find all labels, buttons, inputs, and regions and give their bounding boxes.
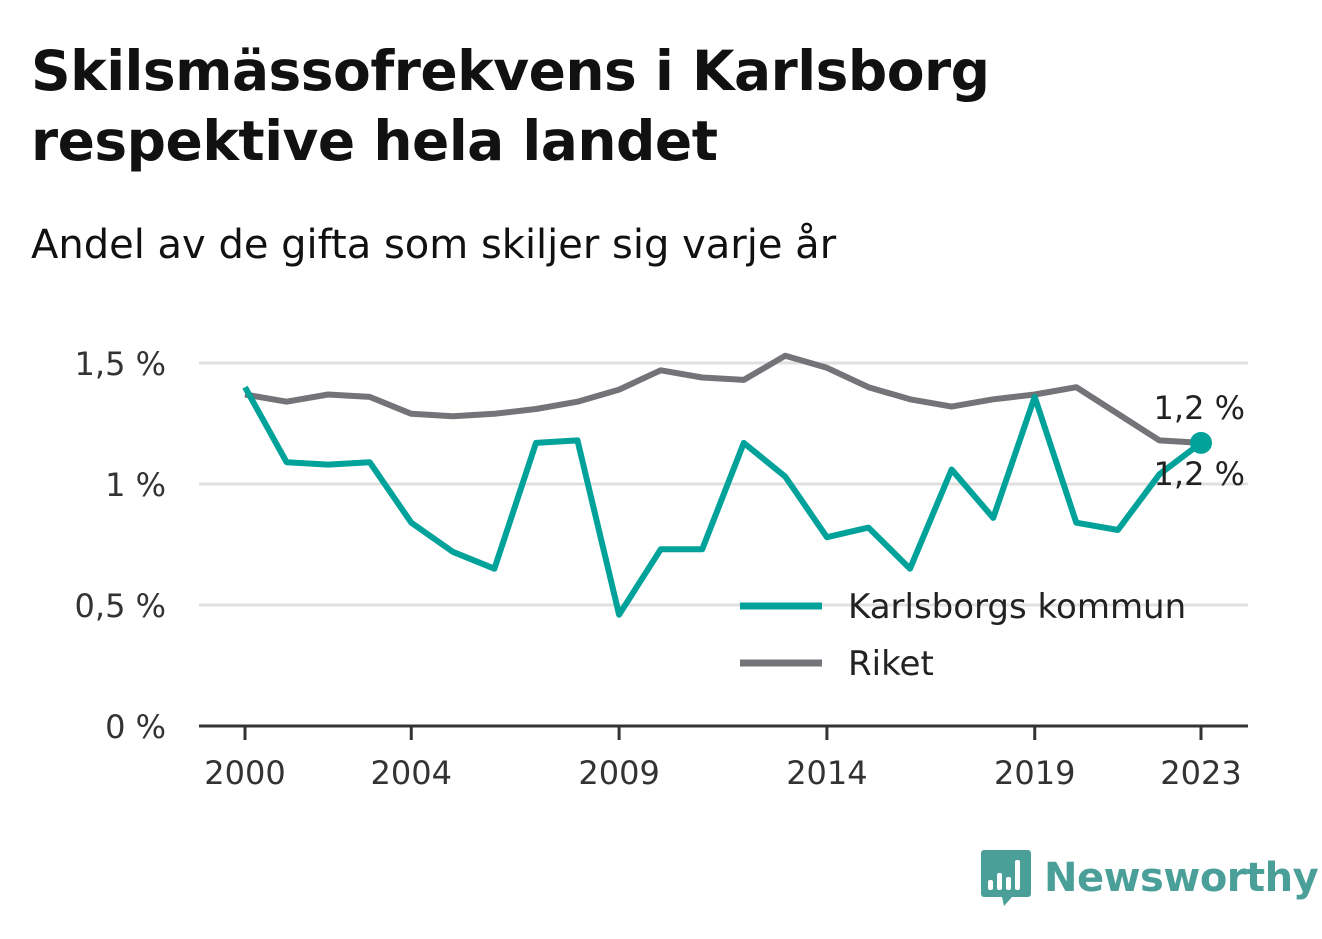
bar-chart-speech-bubble-icon: [981, 850, 1031, 906]
x-tick-label: 2019: [994, 754, 1075, 792]
grid-lines: [199, 361, 1248, 607]
x-tick-label: 2004: [371, 754, 452, 792]
y-tick-label: 0 %: [105, 708, 166, 746]
series-line-riket: [244, 352, 1202, 446]
end-label-karlsborg: 1,2 %: [1154, 455, 1245, 493]
end-point-marker: [1190, 431, 1212, 454]
legend-label-riket: Riket: [848, 644, 934, 684]
y-tick-label: 0,5 %: [75, 587, 166, 625]
axes: 0 % 0,5 % 1 % 1,5 % 2000 2004 2009 2014 2019 2023: [75, 345, 1248, 792]
legend: Karlsborgs kommun Riket: [740, 587, 1186, 684]
x-tick-label: 2014: [786, 754, 867, 792]
chart-title: Skilsmässofrekvens i Karlsborg respektiv…: [31, 39, 990, 173]
end-label-riket: 1,2 %: [1154, 389, 1245, 427]
y-tick-label: 1,5 %: [75, 345, 166, 383]
x-tick-label: 2023: [1160, 754, 1241, 792]
chart-subtitle: Andel av de gifta som skiljer sig varje …: [31, 222, 837, 268]
y-tick-label: 1 %: [105, 466, 166, 504]
end-labels: 1,2 % 1,2 %: [1154, 389, 1245, 493]
legend-label-karlsborgs-kommun: Karlsborgs kommun: [848, 587, 1186, 627]
series-lines: [242, 352, 1212, 618]
newsworthy-logo: Newsworthy: [980, 848, 1319, 908]
brand-name: Newsworthy: [1044, 855, 1319, 901]
series-line-karlsborgs-kommun: [242, 385, 1203, 618]
x-tick-label: 2000: [204, 754, 285, 792]
x-tick-label: 2009: [578, 754, 659, 792]
